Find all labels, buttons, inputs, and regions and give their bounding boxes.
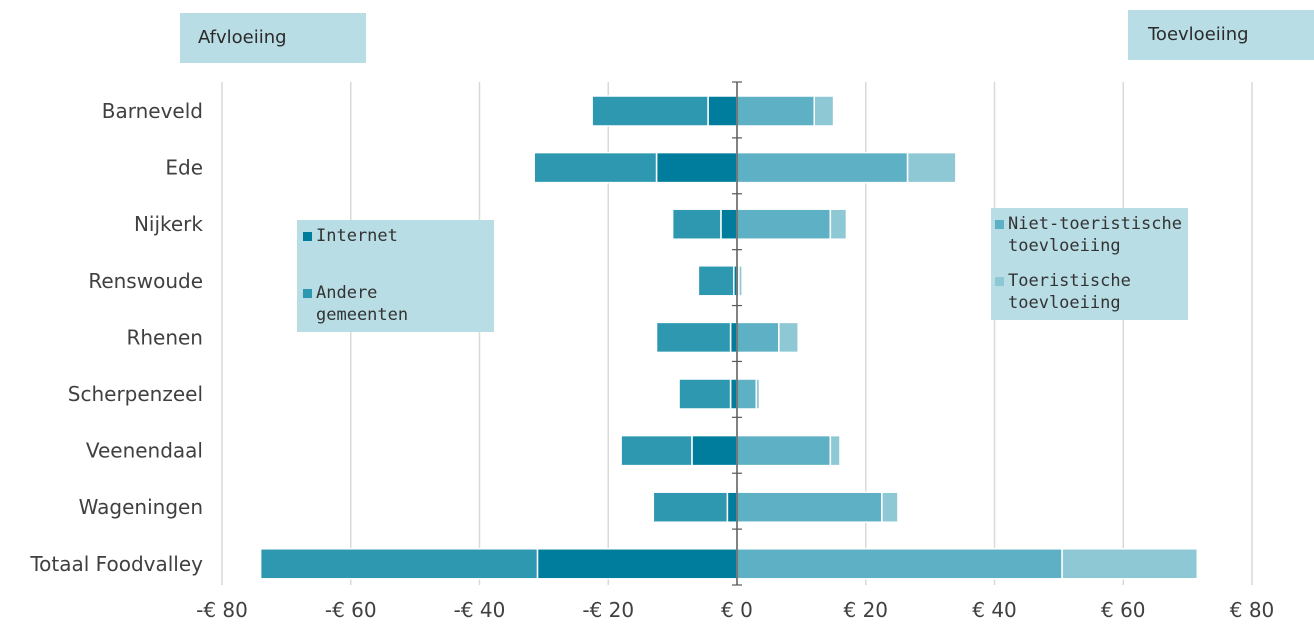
bar-veenendaal-niet-toeristische-toevloeiing xyxy=(736,434,832,467)
x-tick-label: -€ 40 xyxy=(454,598,506,622)
bar-barneveld-toeristische-toevloeiing xyxy=(813,95,835,127)
bars xyxy=(259,95,1199,580)
bar-barneveld-andere-gemeenten xyxy=(591,95,709,127)
category-label-wageningen: Wageningen xyxy=(79,495,203,519)
outflow-tag: Afvloeiing xyxy=(180,13,366,63)
bar-ede-toeristische-toevloeiing xyxy=(906,151,957,184)
bar-veenendaal-internet xyxy=(691,434,738,467)
bar-totaal-foodvalley-toeristische-toevloeiing xyxy=(1061,548,1199,580)
category-label-barneveld: Barneveld xyxy=(102,99,203,123)
category-label-ede: Ede xyxy=(165,156,203,180)
zero-axis xyxy=(732,81,742,586)
bar-scherpenzeel-andere-gemeenten xyxy=(678,378,732,410)
bar-barneveld-internet xyxy=(707,95,738,127)
bar-nijkerk-internet xyxy=(720,208,738,240)
legend-label-toeristisch: Toeristische toevloeiing xyxy=(1008,271,1131,313)
bar-renswoude-andere-gemeenten xyxy=(697,265,735,297)
legend-outflow: Internet Andere gemeenten xyxy=(297,220,494,332)
bar-scherpenzeel-toeristische-toevloeiing xyxy=(755,378,761,410)
bar-nijkerk-toeristische-toevloeiing xyxy=(829,208,848,240)
bar-barneveld-niet-toeristische-toevloeiing xyxy=(736,95,815,127)
legend-inflow: Niet-toeristische toevloeiing Toeristisc… xyxy=(991,208,1188,320)
legend-label-niet-toeristisch: Niet-toeristische toevloeiing xyxy=(1008,214,1182,256)
x-tick-label: € 40 xyxy=(972,598,1017,622)
bar-rhenen-internet xyxy=(729,321,738,354)
bar-wageningen-toeristische-toevloeiing xyxy=(881,491,899,523)
legend-label-internet: Internet xyxy=(316,226,398,246)
inflow-tag: Toevloeiing xyxy=(1128,10,1314,60)
bar-ede-internet xyxy=(655,151,738,184)
bar-rhenen-niet-toeristische-toevloeiing xyxy=(736,321,780,354)
legend-item-niet-toeristisch: Niet-toeristische toevloeiing xyxy=(995,213,1188,257)
bar-veenendaal-toeristische-toevloeiing xyxy=(829,434,841,467)
x-tick-label: € 0 xyxy=(721,598,753,622)
category-label-rhenen: Rhenen xyxy=(126,325,203,349)
bar-ede-andere-gemeenten xyxy=(533,151,658,184)
bar-totaal-foodvalley-andere-gemeenten xyxy=(259,548,539,580)
category-label-nijkerk: Nijkerk xyxy=(134,212,203,236)
x-tick-label: € 60 xyxy=(1101,598,1146,622)
bar-nijkerk-niet-toeristische-toevloeiing xyxy=(736,208,832,240)
legend-item-internet: Internet xyxy=(303,225,496,247)
bar-scherpenzeel-internet xyxy=(729,378,738,410)
bar-ede-niet-toeristische-toevloeiing xyxy=(736,151,909,184)
x-tick-label: € 20 xyxy=(843,598,888,622)
legend-swatch-andere-gemeenten xyxy=(303,289,312,298)
x-tick-labels: -€ 80 -€ 60 -€ 40 -€ 20 € 0 € 20 € 40 € 60 € 80 xyxy=(196,598,1274,622)
bar-wageningen-internet xyxy=(726,491,738,523)
bar-totaal-foodvalley-internet xyxy=(536,548,738,580)
bar-rhenen-andere-gemeenten xyxy=(655,321,732,354)
bar-scherpenzeel-niet-toeristische-toevloeiing xyxy=(736,378,758,410)
category-label-scherpenzeel: Scherpenzeel xyxy=(68,382,203,406)
x-tick-label: -€ 60 xyxy=(325,598,377,622)
category-labels: Barneveld Ede Nijkerk Renswoude Rhenen Scherp… xyxy=(29,99,203,576)
bar-nijkerk-andere-gemeenten xyxy=(671,208,722,240)
legend-item-toeristisch: Toeristische toevloeiing xyxy=(995,270,1131,314)
category-label-veenendaal: Veenendaal xyxy=(86,439,203,463)
x-tick-label: -€ 20 xyxy=(582,598,634,622)
legend-item-andere-gemeenten: Andere gemeenten xyxy=(303,282,436,326)
legend-label-andere-gemeenten: Andere gemeenten xyxy=(316,283,409,325)
category-label-totaal-foodvalley: Totaal Foodvalley xyxy=(29,552,203,576)
legend-swatch-niet-toeristisch xyxy=(995,220,1004,229)
bar-rhenen-toeristische-toevloeiing xyxy=(778,321,799,354)
x-tick-label: € 80 xyxy=(1230,598,1275,622)
legend-swatch-toeristisch xyxy=(995,277,1004,286)
bar-wageningen-niet-toeristische-toevloeiing xyxy=(736,491,883,523)
x-tick-label: -€ 80 xyxy=(196,598,248,622)
bar-wageningen-andere-gemeenten xyxy=(652,491,729,523)
bar-renswoude-toeristische-toevloeiing xyxy=(738,265,743,297)
category-label-renswoude: Renswoude xyxy=(88,269,203,293)
bar-totaal-foodvalley-niet-toeristische-toevloeiing xyxy=(736,548,1063,580)
bar-veenendaal-andere-gemeenten xyxy=(620,434,693,467)
legend-swatch-internet xyxy=(303,232,312,241)
